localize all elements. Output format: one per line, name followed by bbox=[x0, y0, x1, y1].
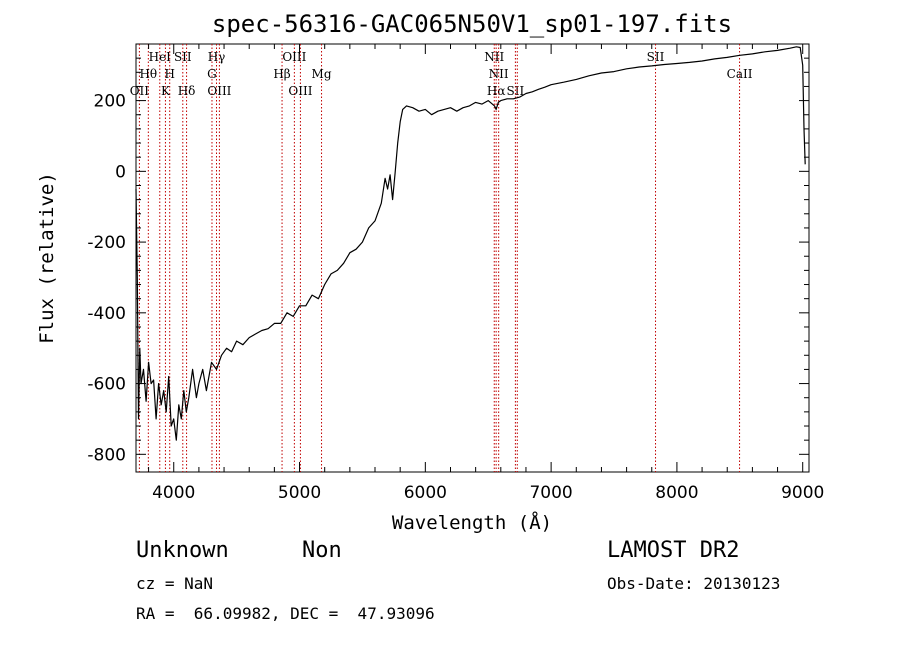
line-label: Mg bbox=[312, 67, 332, 81]
line-label: SII bbox=[647, 50, 665, 64]
line-label: Hγ bbox=[208, 50, 226, 64]
y-tick-label: -200 bbox=[87, 233, 126, 253]
redshift-cz: cz = NaN bbox=[136, 574, 214, 593]
x-tick-label: 8000 bbox=[655, 483, 698, 503]
object-class: Unknown bbox=[136, 538, 229, 563]
x-tick-label: 9000 bbox=[781, 483, 824, 503]
line-label: CaII bbox=[727, 67, 753, 81]
line-label: OII bbox=[130, 84, 150, 98]
y-tick-label: -400 bbox=[87, 304, 126, 324]
line-label: Hβ bbox=[273, 67, 290, 81]
line-label: HeI bbox=[149, 50, 172, 64]
chart-title: spec-56316-GAC065N50V1_sp01-197.fits bbox=[212, 10, 732, 38]
line-label: OIII bbox=[288, 84, 312, 98]
y-tick-label: 200 bbox=[94, 92, 126, 112]
emission-lines: OIIHθHeIKHSIIHδGHγOIIIHβOIIIOIIIMgNIIHαN… bbox=[130, 44, 753, 472]
line-label: G bbox=[207, 67, 217, 81]
line-label: Hθ bbox=[139, 67, 157, 81]
x-tick-label: 4000 bbox=[152, 483, 195, 503]
spectrum-series bbox=[135, 46, 806, 441]
y-tick-label: -600 bbox=[87, 375, 126, 395]
axis-ticks: 4000 5000 6000 7000 8000 9000 -800 -600 -400 -200… bbox=[87, 44, 824, 503]
line-label: Hδ bbox=[178, 84, 196, 98]
line-label: NII bbox=[484, 50, 504, 64]
line-label: H bbox=[164, 67, 174, 81]
series-line-0 bbox=[135, 46, 806, 441]
coordinates: RA = 66.09982, DEC = 47.93096 bbox=[136, 604, 435, 623]
y-axis-label: Flux (relative) bbox=[36, 172, 58, 344]
x-axis-label: Wavelength (Å) bbox=[392, 511, 552, 534]
y-tick-label: -800 bbox=[87, 445, 126, 465]
line-label: OIII bbox=[282, 50, 306, 64]
line-label: NII bbox=[489, 67, 509, 81]
x-tick-label: 7000 bbox=[529, 483, 572, 503]
y-tick-label: 0 bbox=[115, 162, 126, 182]
x-tick-label: 5000 bbox=[278, 483, 321, 503]
object-subclass: Non bbox=[302, 538, 342, 563]
x-tick-label: 6000 bbox=[404, 483, 447, 503]
line-label: SII bbox=[174, 50, 192, 64]
line-label: SII bbox=[507, 84, 525, 98]
line-label: Hα bbox=[487, 84, 506, 98]
line-label: OIII bbox=[207, 84, 231, 98]
survey-name: LAMOST DR2 bbox=[607, 538, 740, 563]
obs-date: Obs-Date: 20130123 bbox=[607, 574, 781, 593]
plot-frame bbox=[135, 43, 810, 473]
line-label: K bbox=[161, 84, 171, 98]
